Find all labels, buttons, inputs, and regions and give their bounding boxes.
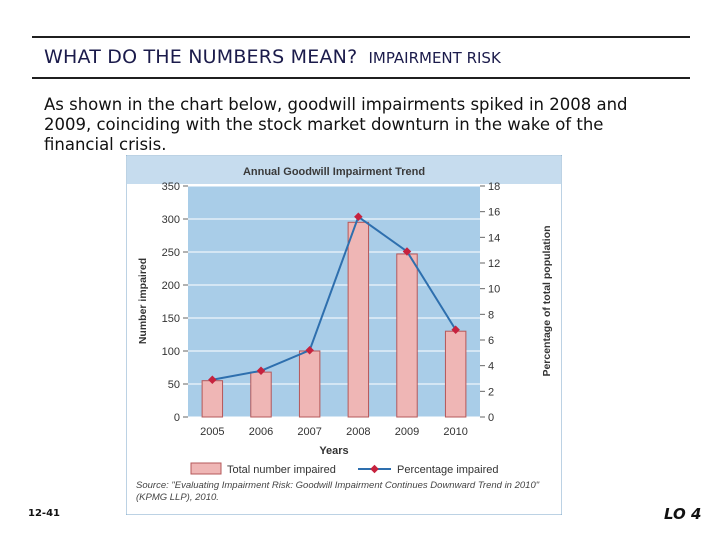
legend: Total number impaired Percentage impaire… — [190, 462, 499, 476]
marker-2006 — [256, 366, 266, 376]
bar-2007 — [298, 350, 321, 418]
y2-tick-label: 6 — [488, 335, 494, 347]
y2-tick-label: 0 — [488, 412, 494, 424]
chart-title-bar — [127, 156, 561, 184]
x-axis-ticks: 2005 2006 2007 2008 2009 2010 — [200, 426, 468, 438]
y-tick-label: 350 — [162, 181, 180, 193]
y2-tick-label: 16 — [488, 207, 500, 219]
intro-paragraph: As shown in the chart below, goodwill im… — [44, 95, 628, 154]
marker-2007 — [305, 346, 314, 355]
y-tick-label: 100 — [162, 346, 180, 358]
x-tick-label: 2008 — [346, 426, 370, 438]
bar-2008 — [347, 221, 370, 418]
y-tick-label: 150 — [162, 313, 180, 325]
y-tick-label: 250 — [162, 247, 180, 259]
slide-header: WHAT DO THE NUMBERS MEAN? IMPAIRMENT RIS… — [44, 46, 501, 68]
percentage-line — [212, 215, 457, 381]
percentage-markers — [208, 212, 460, 385]
y-tick-label: 50 — [168, 379, 180, 391]
y2-axis-label: Percentage of total population — [541, 225, 553, 376]
gridlines — [188, 185, 480, 418]
chart-canvas: Annual Goodwill Impairment Trend 0501001… — [125, 154, 563, 516]
legend-line-label: Percentage impaired — [397, 464, 499, 476]
y2-tick-label: 4 — [488, 361, 494, 373]
marker-2010 — [451, 325, 460, 334]
bar-2005 — [201, 380, 224, 418]
learning-objective: LO 4 — [664, 505, 702, 523]
marker-2005 — [208, 375, 217, 385]
source-note: Source: "Evaluating Impairment Risk: Goo… — [136, 480, 540, 503]
y2-tick-label: 8 — [488, 309, 494, 321]
x-axis-label: Years — [319, 445, 348, 457]
legend-bar-swatch — [190, 462, 222, 475]
bar-2009 — [396, 253, 418, 418]
marker-2008 — [354, 212, 363, 222]
source-note-box: Source: "Evaluating Impairment Risk: Goo… — [136, 480, 540, 503]
chart-title: Annual Goodwill Impairment Trend — [243, 166, 425, 178]
slide-number: 12-41 — [28, 508, 60, 519]
bottom-rule — [32, 77, 690, 79]
x-tick-label: 2006 — [249, 426, 273, 438]
right-axis-ticks: 0 2 4 6 8 10 12 14 16 18 — [480, 181, 500, 424]
y2-tick-label: 10 — [488, 284, 500, 296]
y-tick-label: 200 — [162, 280, 180, 292]
x-tick-label: 2005 — [200, 426, 224, 438]
y2-tick-label: 18 — [488, 181, 500, 193]
legend-marker-swatch — [370, 464, 379, 474]
slide-subtitle: IMPAIRMENT RISK — [368, 49, 501, 67]
legend-bar-label: Total number impaired — [227, 464, 336, 476]
y2-tick-label: 2 — [488, 386, 494, 398]
y-tick-label: 0 — [174, 412, 180, 424]
y-tick-label: 300 — [162, 214, 180, 226]
y2-tick-label: 14 — [488, 232, 500, 244]
y2-tick-label: 12 — [488, 258, 500, 270]
top-rule — [32, 36, 690, 38]
left-axis-ticks: 0 50 100 150 200 250 300 350 — [162, 181, 188, 424]
bar-2006 — [250, 371, 272, 418]
marker-2009 — [402, 247, 412, 256]
slide-title: WHAT DO THE NUMBERS MEAN? — [44, 46, 358, 68]
x-tick-label: 2009 — [395, 426, 419, 438]
y-axis-label: Number impaired — [137, 258, 149, 344]
bar-2010 — [444, 330, 467, 418]
impairment-chart: Annual Goodwill Impairment Trend 0 50 100 1… — [125, 154, 563, 516]
bar-series — [201, 221, 467, 418]
x-tick-label: 2007 — [297, 426, 321, 438]
plot-area — [188, 186, 480, 417]
x-tick-label: 2010 — [443, 426, 467, 438]
